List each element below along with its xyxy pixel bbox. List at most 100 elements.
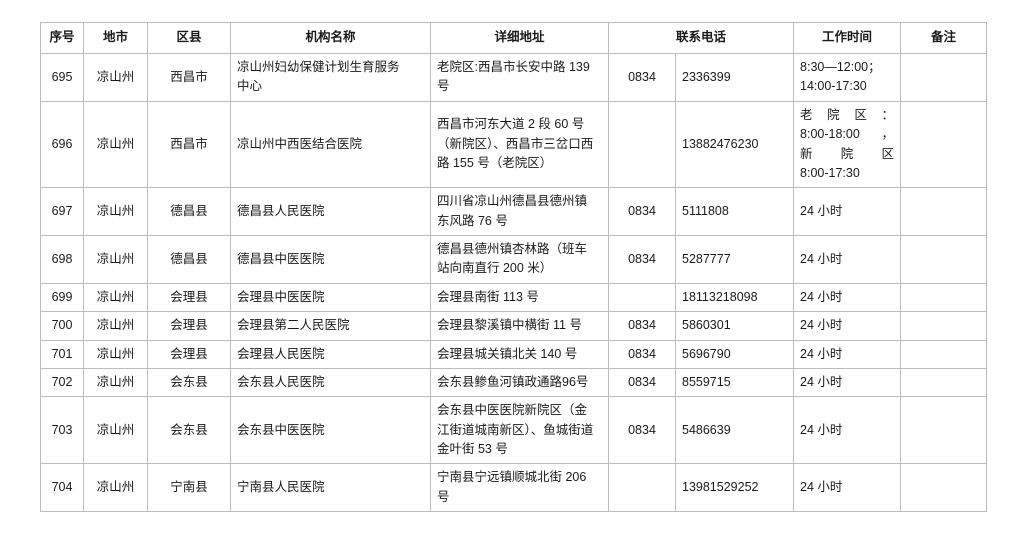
cell-city: 凉山州: [83, 235, 148, 284]
cell-city: 凉山州: [83, 396, 148, 465]
cell-phone: 18113218098: [674, 282, 795, 313]
column-header-remark: 备注: [900, 22, 988, 54]
roster-table-container: 序号 地市 区县 机构名称 详细地址 联系电话 工作时间 备注 695 凉山州 西昌…: [40, 22, 988, 513]
cell-hours-line: 24 小时: [800, 374, 843, 389]
cell-phone: 13981529252: [674, 463, 795, 513]
cell-city: 凉山州: [83, 463, 148, 513]
cell-area-code: 0834: [608, 187, 676, 236]
cell-address: 西昌市河东大道 2 段 60 号 （新院区）、西昌市三岔口西路 155 号（老院区…: [430, 100, 609, 189]
table-row: 701 凉山州 会理县 会理县人民医院 会理县城关镇北关 140 号 0834 569679…: [40, 339, 988, 369]
cell-hours: 24 小时: [793, 463, 902, 513]
cell-address-line: 会东县中医医院新院区（金: [437, 403, 588, 418]
column-header-hours: 工作时间: [793, 22, 902, 54]
cell-district: 德昌县: [147, 235, 231, 284]
cell-org-line: 中心: [237, 79, 263, 94]
column-header-address: 详细地址: [430, 22, 609, 54]
cell-org: 凉山州中西医结合医院: [230, 100, 431, 189]
cell-seq: 703: [40, 396, 84, 465]
cell-seq: 697: [40, 187, 84, 236]
table-row: 704 凉山州 宁南县 宁南县人民医院 宁南县宁远镇顺城北街 206 号 139815292…: [40, 463, 988, 513]
cell-org-line: 会理县人民医院: [237, 346, 325, 361]
cell-address-line: 德昌县德州镇杏林路（班车: [437, 242, 588, 256]
cell-org: 会东县中医医院: [230, 396, 431, 465]
column-header-seq: 序号: [40, 22, 84, 54]
cell-area-code: 0834: [608, 367, 676, 398]
cell-area-code: [608, 282, 676, 313]
cell-city: 凉山州: [83, 339, 148, 369]
cell-org: 会理县人民医院: [230, 339, 431, 369]
cell-seq: 702: [40, 367, 84, 398]
cell-seq: 699: [40, 282, 84, 313]
cell-seq: 701: [40, 339, 84, 369]
cell-phone: 5696790: [674, 339, 795, 369]
cell-org: 会东县人民医院: [230, 367, 431, 398]
cell-city: 凉山州: [83, 187, 148, 236]
cell-city: 凉山州: [83, 53, 148, 102]
cell-district: 会理县: [147, 282, 231, 313]
table-row: 699 凉山州 会理县 会理县中医医院 会理县南街 113 号 18113218098 24…: [40, 282, 988, 313]
cell-address-line: 东风路 76 号: [437, 213, 508, 228]
cell-org: 会理县中医医院: [230, 282, 431, 313]
cell-hours: 24 小时: [793, 396, 902, 465]
table-header: 序号 地市 区县 机构名称 详细地址 联系电话 工作时间 备注: [40, 22, 988, 54]
cell-seq: 700: [40, 311, 84, 341]
cell-city: 凉山州: [83, 100, 148, 189]
cell-org-line: 凉山州中西医结合医院: [237, 136, 363, 151]
cell-org-line: 德昌县人民医院: [237, 203, 325, 218]
table-row: 703 凉山州 会东县 会东县中医医院 会东县中医医院新院区（金 江街道城南新区）、鱼城街…: [40, 396, 988, 465]
cell-address: 会理县南街 113 号: [430, 282, 609, 313]
cell-phone: 8559715: [674, 367, 795, 398]
cell-hours-line: 24 小时: [800, 480, 843, 495]
column-header-city: 地市: [83, 22, 148, 54]
cell-district: 会东县: [147, 367, 231, 398]
cell-remark: [900, 396, 988, 465]
table-body: 695 凉山州 西昌市 凉山州妇幼保健计划生育服务 中心 老院区:西昌市长安中路 139 号…: [40, 53, 988, 513]
cell-city: 凉山州: [83, 311, 148, 341]
cell-address: 会东县鲹鱼河镇政通路96号: [430, 367, 609, 398]
cell-org-line: 会理县中医医院: [237, 289, 325, 304]
cell-org: 德昌县中医医院: [230, 235, 431, 284]
cell-area-code: 0834: [608, 235, 676, 284]
cell-hours-line: 新 院 区: [800, 146, 895, 161]
cell-org-line: 会理县第二人民医院: [237, 318, 350, 333]
medical-institution-roster-table: 序号 地市 区县 机构名称 详细地址 联系电话 工作时间 备注 695 凉山州 西昌…: [40, 22, 988, 513]
cell-remark: [900, 282, 988, 313]
cell-hours-line: 24 小时: [800, 203, 843, 218]
cell-phone: 13882476230: [674, 100, 795, 189]
table-row: 695 凉山州 西昌市 凉山州妇幼保健计划生育服务 中心 老院区:西昌市长安中路 139 号…: [40, 53, 988, 102]
cell-phone: 5287777: [674, 235, 795, 284]
cell-remark: [900, 53, 988, 102]
cell-address-line: （新院区）、西昌市三岔口西: [437, 136, 594, 151]
cell-seq: 704: [40, 463, 84, 513]
cell-hours-line: 8:00-18:00，: [800, 127, 895, 142]
cell-phone: 5486639: [674, 396, 795, 465]
cell-remark: [900, 311, 988, 341]
cell-hours-line: 24 小时: [800, 289, 843, 304]
cell-address-line: 号: [437, 489, 450, 504]
cell-hours-line: 14:00-17:30: [800, 79, 867, 94]
cell-remark: [900, 463, 988, 513]
cell-remark: [900, 367, 988, 398]
cell-hours-line: 24 小时: [800, 346, 843, 361]
cell-hours-line: 8:00-17:30: [800, 165, 860, 180]
cell-district: 德昌县: [147, 187, 231, 236]
cell-area-code: [608, 463, 676, 513]
cell-address-line: 老院区:西昌市长安中路 139: [437, 60, 590, 74]
table-row: 698 凉山州 德昌县 德昌县中医医院 德昌县德州镇杏林路（班车 站向南直行 200 米）…: [40, 235, 988, 284]
column-header-org: 机构名称: [230, 22, 431, 54]
cell-hours: 24 小时: [793, 187, 902, 236]
cell-hours-line: 老 院 区 ：: [800, 107, 895, 122]
cell-address: 宁南县宁远镇顺城北街 206 号: [430, 463, 609, 513]
cell-remark: [900, 100, 988, 189]
cell-hours: 24 小时: [793, 235, 902, 284]
cell-district: 会理县: [147, 339, 231, 369]
cell-hours-line: 24 小时: [800, 318, 843, 333]
cell-org-line: 德昌县中医医院: [237, 251, 325, 266]
cell-hours-line: 8:30—12:00；: [800, 60, 881, 74]
cell-org: 宁南县人民医院: [230, 463, 431, 513]
cell-seq: 698: [40, 235, 84, 284]
cell-address-line: 号: [437, 79, 450, 94]
cell-hours: 24 小时: [793, 367, 902, 398]
table-row: 700 凉山州 会理县 会理县第二人民医院 会理县黎溪镇中横街 11 号 0834 5860…: [40, 311, 988, 341]
cell-address-line: 会东县鲹鱼河镇政通路96号: [437, 374, 589, 389]
